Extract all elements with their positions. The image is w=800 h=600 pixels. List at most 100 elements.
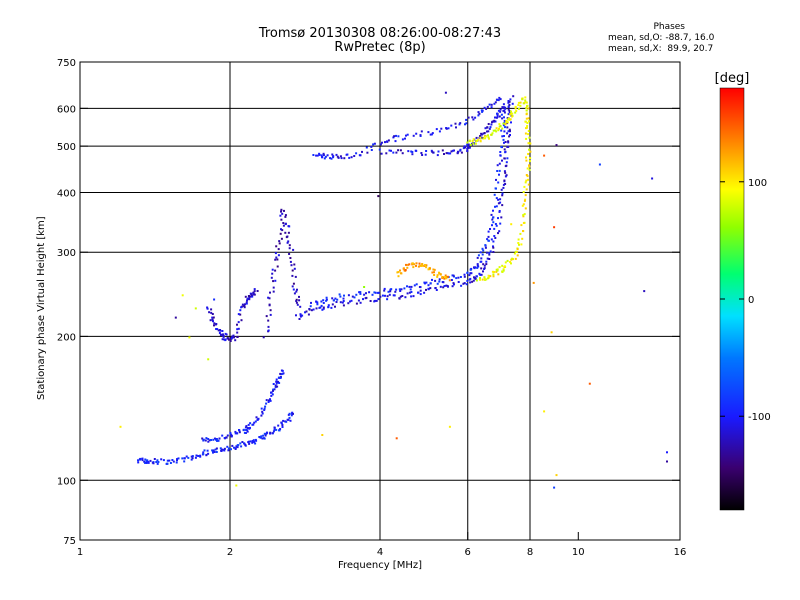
data-point	[487, 230, 490, 233]
phases-x-stats: mean, sd,X: 89.9, 20.7	[608, 44, 714, 54]
data-point	[527, 142, 530, 145]
data-point	[233, 336, 236, 339]
data-point	[406, 292, 409, 295]
data-point	[155, 461, 158, 463]
data-point	[251, 441, 254, 444]
data-point	[496, 268, 499, 271]
data-point	[298, 299, 301, 302]
data-point	[513, 252, 516, 255]
data-point	[523, 213, 526, 216]
data-point	[406, 133, 409, 136]
data-point	[522, 214, 525, 217]
data-point	[209, 319, 212, 322]
data-point	[467, 143, 470, 146]
data-point	[469, 272, 472, 275]
data-point	[479, 273, 482, 276]
data-point	[451, 149, 454, 152]
data-point	[275, 428, 278, 431]
data-point	[147, 461, 150, 464]
data-point	[499, 151, 502, 153]
data-point	[493, 235, 496, 237]
data-point	[146, 459, 149, 462]
data-point	[488, 127, 491, 130]
data-point	[494, 223, 497, 225]
data-point	[512, 95, 515, 98]
data-point	[266, 431, 269, 434]
data-point	[524, 207, 527, 210]
data-point	[514, 107, 517, 110]
data-point	[229, 432, 232, 435]
data-point	[448, 279, 451, 282]
data-point	[412, 266, 415, 269]
data-point	[284, 223, 287, 226]
data-point	[364, 297, 367, 300]
data-point	[480, 260, 483, 263]
data-point	[370, 149, 373, 151]
data-point	[509, 98, 512, 101]
data-point	[397, 275, 400, 278]
data-point	[498, 230, 501, 233]
data-point	[508, 104, 511, 106]
data-point	[450, 150, 453, 153]
data-point	[291, 269, 294, 272]
data-point	[144, 461, 146, 464]
data-point	[412, 134, 415, 137]
data-points	[119, 91, 668, 489]
data-point	[268, 297, 271, 300]
data-point	[144, 458, 147, 461]
data-point	[215, 447, 218, 450]
data-point	[340, 157, 343, 160]
data-point	[252, 439, 255, 442]
data-point	[347, 294, 350, 297]
data-point	[171, 459, 174, 461]
data-point	[322, 154, 325, 157]
data-point	[476, 264, 479, 267]
data-point	[244, 295, 247, 298]
data-point	[444, 276, 447, 278]
data-point	[490, 123, 493, 126]
data-point	[524, 120, 527, 123]
data-point	[408, 263, 411, 266]
data-point	[520, 243, 523, 246]
data-point	[393, 135, 396, 138]
data-point	[491, 132, 494, 135]
data-point	[527, 120, 530, 123]
data-point	[524, 96, 527, 99]
data-point	[369, 300, 372, 302]
data-point	[508, 100, 511, 103]
data-point	[504, 261, 507, 264]
data-point	[204, 439, 207, 442]
data-point	[327, 305, 330, 308]
data-point	[215, 451, 218, 453]
data-point	[168, 459, 171, 462]
data-point	[492, 221, 495, 224]
data-point	[521, 237, 524, 240]
data-point	[450, 124, 453, 127]
data-point	[223, 338, 225, 341]
data-point	[277, 380, 280, 383]
data-point	[494, 116, 496, 119]
data-point	[206, 449, 209, 452]
data-point	[217, 329, 220, 332]
data-point	[441, 149, 444, 152]
data-point	[453, 283, 455, 286]
data-point	[274, 386, 277, 389]
data-point	[281, 372, 284, 375]
data-point	[397, 135, 400, 138]
data-point	[528, 136, 531, 139]
data-point	[497, 273, 500, 276]
data-point	[666, 460, 668, 463]
data-point	[183, 457, 186, 460]
data-point	[381, 141, 383, 144]
data-point	[405, 263, 407, 266]
data-point	[506, 157, 509, 160]
data-point	[238, 431, 241, 434]
data-point	[212, 438, 215, 441]
data-point	[325, 296, 328, 299]
data-point	[467, 146, 470, 149]
data-point	[318, 153, 321, 156]
data-point	[166, 459, 169, 462]
chart-title: Tromsø 20130308 08:26:00-08:27:43	[258, 26, 502, 41]
chart-subtitle: RwPretec (8p)	[334, 40, 426, 55]
